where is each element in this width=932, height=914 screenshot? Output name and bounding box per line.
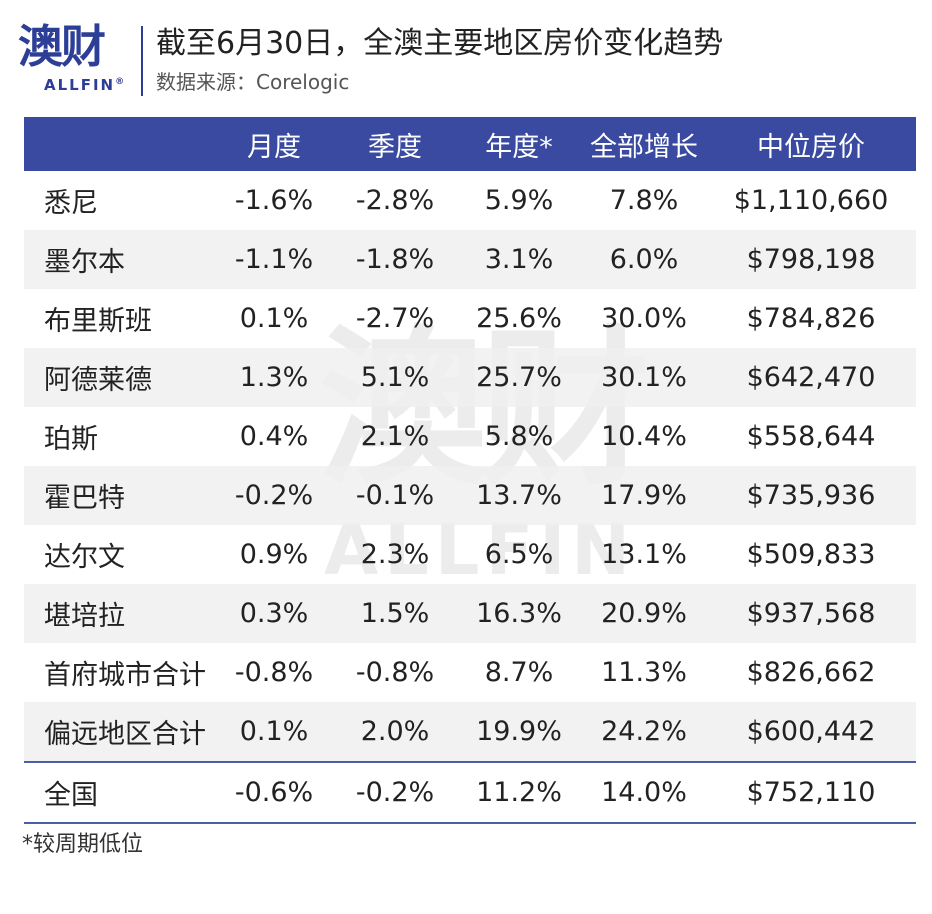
value-cell: 13.1% [601, 539, 687, 570]
value-cell: $642,470 [706, 348, 916, 407]
table-row: 墨尔本 -1.1% -1.8% 3.1% 6.0% $798,198 [24, 230, 916, 289]
value-cell: 11.3% [601, 657, 687, 688]
value-cell: -0.8% [234, 657, 314, 688]
value-cell: 2.3% [360, 539, 430, 570]
value-cell: 24.2% [582, 702, 706, 762]
column-header [24, 117, 214, 171]
value-cell: 5.9% [484, 185, 554, 216]
value-cell: 0.3% [214, 584, 334, 643]
value-cell: -0.8% [355, 657, 435, 688]
region-cell: 墨尔本 [24, 230, 214, 289]
column-header: 全部增长 [582, 117, 706, 171]
value-cell: 0.9% [239, 539, 309, 570]
value-cell: -1.1% [214, 230, 334, 289]
value-cell: 0.4% [239, 421, 309, 452]
table-row: 阿德莱德 1.3% 5.1% 25.7% 30.1% $642,470 [24, 348, 916, 407]
logo: 澳财 ALLFIN® [18, 18, 136, 100]
value-cell: 0.1% [239, 303, 309, 334]
table-row: 首府城市合计 -0.8% -0.8% 8.7% 11.3% $826,662 [24, 643, 916, 702]
data-source: 数据来源：Corelogic [156, 70, 350, 94]
value-cell: $937,568 [706, 584, 916, 643]
region-cell: 达尔文 [44, 542, 125, 573]
value-cell: 16.3% [456, 584, 582, 643]
value-cell: 6.0% [582, 230, 706, 289]
table-row: 珀斯 0.4% 2.1% 5.8% 10.4% $558,644 [24, 407, 916, 466]
value-cell: 30.1% [582, 348, 706, 407]
region-cell: 首府城市合计 [44, 660, 206, 691]
column-header: 季度 [334, 117, 456, 171]
value-cell: 25.6% [476, 303, 562, 334]
column-header: 年度* [456, 117, 582, 171]
value-cell: $826,662 [746, 657, 876, 688]
value-cell: 2.0% [334, 702, 456, 762]
value-cell: 3.1% [456, 230, 582, 289]
value-cell: 5.1% [334, 348, 456, 407]
page-title: 截至6月30日，全澳主要地区房价变化趋势 [156, 26, 724, 61]
region-cell: 全国 [24, 761, 214, 824]
value-cell: 13.7% [456, 466, 582, 525]
table-row: 全国 -0.6% -0.2% 11.2% 14.0% $752,110 [24, 761, 916, 824]
value-cell: -0.2% [334, 761, 456, 824]
region-cell: 堪培拉 [24, 584, 214, 643]
region-cell: 偏远地区合计 [24, 702, 214, 762]
value-cell: 8.7% [484, 657, 554, 688]
table-row: 布里斯班 0.1% -2.7% 25.6% 30.0% $784,826 [24, 289, 916, 348]
value-cell: 17.9% [582, 466, 706, 525]
value-cell: -1.6% [234, 185, 314, 216]
value-cell: 20.9% [582, 584, 706, 643]
value-cell: $798,198 [706, 230, 916, 289]
value-cell: $558,644 [746, 421, 876, 452]
value-cell: 10.4% [601, 421, 687, 452]
value-cell: 1.3% [214, 348, 334, 407]
value-cell: $752,110 [706, 761, 916, 824]
value-cell: $784,826 [746, 303, 876, 334]
value-cell: 25.7% [456, 348, 582, 407]
value-cell: $735,936 [706, 466, 916, 525]
header-divider [141, 26, 143, 96]
price-table: 月度 季度 年度* 全部增长 中位房价 悉尼 -1.6% -2.8% 5.9% 7.8% $1,1… [24, 117, 916, 824]
footnote: *较周期低位 [22, 832, 144, 857]
region-cell: 珀斯 [44, 424, 98, 455]
region-cell: 布里斯班 [44, 306, 152, 337]
value-cell: 14.0% [582, 761, 706, 824]
value-cell: -1.8% [334, 230, 456, 289]
value-cell: -0.2% [214, 466, 334, 525]
region-cell: 阿德莱德 [24, 348, 214, 407]
value-cell: -0.6% [214, 761, 334, 824]
value-cell: $1,110,660 [733, 185, 889, 216]
table-row: 悉尼 -1.6% -2.8% 5.9% 7.8% $1,110,660 [24, 171, 916, 230]
table-row: 达尔文 0.9% 2.3% 6.5% 13.1% $509,833 [24, 525, 916, 584]
value-cell: -2.7% [355, 303, 435, 334]
region-cell: 悉尼 [44, 188, 98, 219]
column-header: 中位房价 [706, 117, 916, 171]
value-cell: 2.1% [360, 421, 430, 452]
table-header: 月度 季度 年度* 全部增长 中位房价 [24, 117, 916, 171]
value-cell: $600,442 [706, 702, 916, 762]
table-row: 偏远地区合计 0.1% 2.0% 19.9% 24.2% $600,442 [24, 702, 916, 762]
region-cell: 霍巴特 [24, 466, 214, 525]
value-cell: 0.1% [214, 702, 334, 762]
value-cell: 30.0% [601, 303, 687, 334]
value-cell: -2.8% [355, 185, 435, 216]
value-cell: 19.9% [456, 702, 582, 762]
value-cell: 5.8% [484, 421, 554, 452]
column-header: 月度 [214, 117, 334, 171]
value-cell: 11.2% [456, 761, 582, 824]
value-cell: 7.8% [609, 185, 679, 216]
table-row: 霍巴特 -0.2% -0.1% 13.7% 17.9% $735,936 [24, 466, 916, 525]
value-cell: 1.5% [334, 584, 456, 643]
logo-wordmark: ALLFIN® [44, 76, 127, 94]
logo-mark: 澳财 [18, 20, 106, 73]
value-cell: 6.5% [484, 539, 554, 570]
table-row: 堪培拉 0.3% 1.5% 16.3% 20.9% $937,568 [24, 584, 916, 643]
value-cell: $509,833 [746, 539, 876, 570]
value-cell: -0.1% [334, 466, 456, 525]
